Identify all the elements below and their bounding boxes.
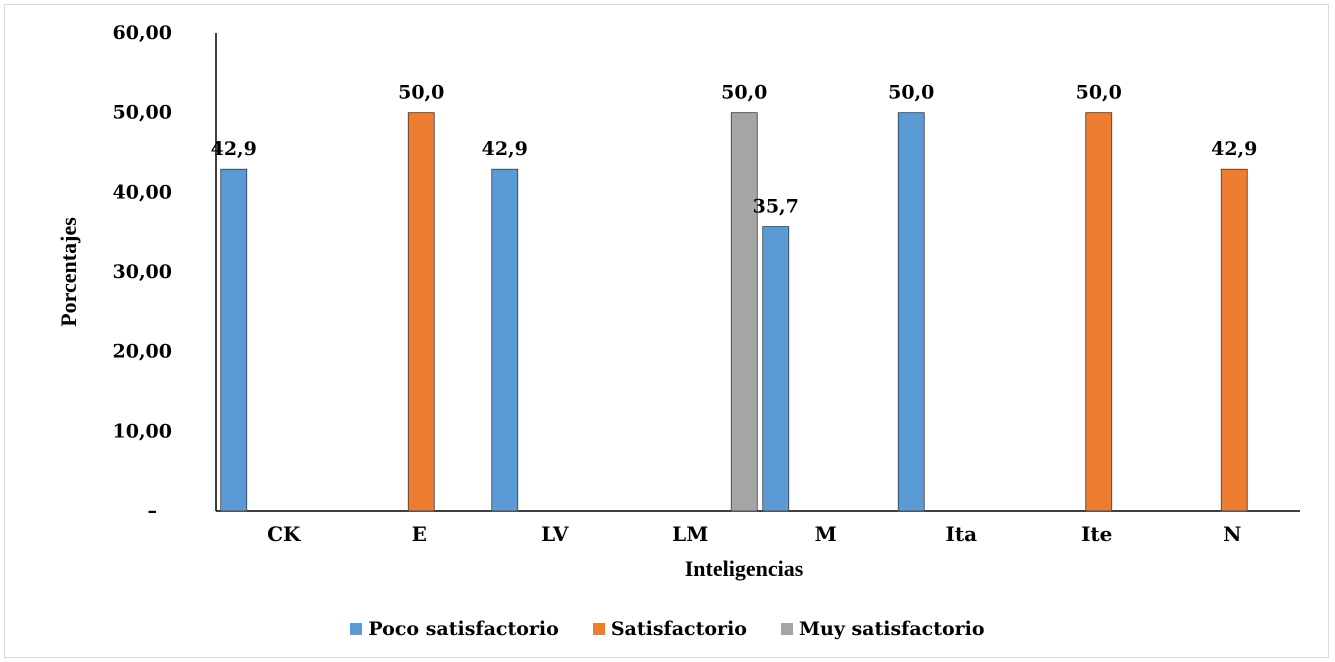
data-label: 42,9 [211, 138, 257, 160]
y-tick-label: 60,00 [113, 22, 173, 44]
bar-chart: – 10,00 20,00 30,00 40,00 50,00 60,00 42,9 42,9… [0, 0, 1335, 610]
x-category-label: LM [672, 522, 708, 546]
bar [408, 113, 434, 511]
y-tick-label: 50,00 [113, 102, 173, 124]
legend-label: Satisfactorio [611, 618, 747, 640]
bar [221, 169, 247, 511]
legend-item: Satisfactorio [593, 618, 747, 640]
bar [1086, 113, 1112, 511]
data-label: 42,9 [1211, 138, 1257, 160]
data-label: 50,0 [888, 82, 934, 104]
bar [1221, 169, 1247, 511]
y-axis-title: Porcentajes [56, 217, 81, 327]
data-label: 50,0 [1076, 82, 1122, 104]
bar [763, 227, 789, 511]
legend-swatch [350, 623, 362, 635]
legend-item: Poco satisfactorio [350, 618, 558, 640]
y-tick-label: 10,00 [113, 420, 173, 442]
data-label: 35,7 [753, 196, 799, 218]
y-tick-label: – [148, 500, 158, 522]
x-axis-title: Inteligencias [685, 556, 804, 581]
data-label: 42,9 [482, 138, 528, 160]
y-tick-label: 40,00 [113, 181, 173, 203]
x-category-label: LV [541, 522, 569, 546]
x-category-label: M [815, 522, 837, 546]
x-category-label: Ite [1081, 522, 1112, 546]
legend-swatch [593, 623, 605, 635]
bars [221, 113, 1248, 511]
legend-label: Poco satisfactorio [368, 618, 558, 640]
x-category-label: Ita [945, 522, 977, 546]
y-tick-label: 30,00 [113, 261, 173, 283]
data-label: 50,0 [721, 82, 767, 104]
legend: Poco satisfactorio Satisfactorio Muy satis… [0, 618, 1335, 640]
x-category-label: N [1223, 522, 1241, 546]
legend-label: Muy satisfactorio [799, 618, 985, 640]
bar [731, 113, 757, 511]
legend-item: Muy satisfactorio [781, 618, 985, 640]
data-label: 50,0 [398, 82, 444, 104]
bar [898, 113, 924, 511]
bar [492, 169, 518, 511]
legend-swatch [781, 623, 793, 635]
x-axis-categories: CK E LV LM M Ita Ite N [267, 522, 1241, 546]
x-category-label: E [412, 522, 427, 546]
y-tick-label: 20,00 [113, 341, 173, 363]
y-axis-ticks: – 10,00 20,00 30,00 40,00 50,00 60,00 [113, 22, 173, 522]
x-category-label: CK [267, 522, 301, 546]
